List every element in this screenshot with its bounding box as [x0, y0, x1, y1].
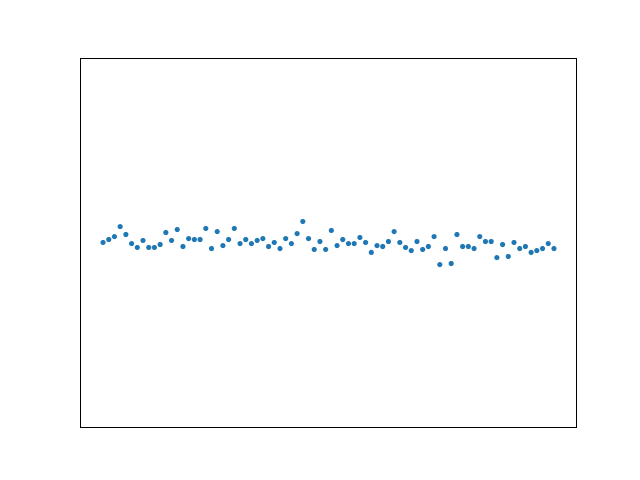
point [323, 246, 329, 253]
point [345, 240, 352, 247]
point [454, 231, 460, 238]
point [140, 237, 146, 244]
point [488, 238, 494, 245]
point [163, 229, 169, 236]
point [482, 238, 489, 245]
point [437, 261, 443, 268]
point [374, 242, 380, 249]
point [505, 253, 511, 260]
point [448, 260, 454, 267]
point [385, 238, 392, 245]
point [460, 243, 466, 250]
point [248, 240, 255, 247]
point [511, 239, 517, 246]
point [277, 245, 283, 252]
point [203, 225, 209, 232]
point [340, 236, 346, 243]
point [254, 237, 260, 244]
point [368, 249, 374, 256]
point [226, 236, 232, 243]
point [305, 235, 312, 242]
point [220, 242, 226, 249]
point [294, 230, 300, 237]
point [528, 249, 534, 256]
point [283, 235, 289, 242]
point [402, 244, 409, 251]
point [334, 242, 340, 249]
point [471, 245, 477, 252]
point [243, 236, 249, 243]
point [111, 233, 118, 240]
point [208, 245, 215, 252]
point [271, 239, 277, 246]
point [191, 236, 197, 243]
point [117, 223, 123, 230]
point [128, 240, 135, 247]
point [174, 226, 180, 233]
point [357, 234, 363, 241]
point [494, 254, 500, 261]
point [214, 228, 220, 235]
point [517, 245, 523, 252]
point [311, 246, 317, 253]
point [545, 240, 551, 247]
point [180, 243, 186, 250]
point [522, 243, 529, 250]
point [146, 244, 152, 251]
point [186, 235, 192, 242]
point [408, 247, 414, 254]
point [420, 246, 426, 253]
point [197, 236, 203, 243]
point [414, 238, 420, 245]
points [100, 218, 557, 268]
point [265, 243, 272, 250]
point [157, 241, 163, 248]
point [431, 233, 437, 240]
point [328, 227, 334, 234]
point [391, 228, 397, 235]
point [151, 244, 158, 251]
point [465, 243, 471, 250]
point [499, 241, 506, 248]
point [551, 245, 557, 252]
point [425, 243, 431, 250]
axes-frame [80, 58, 577, 428]
point [380, 243, 386, 250]
point [168, 237, 175, 244]
point [237, 240, 243, 247]
point [231, 225, 237, 232]
point [317, 238, 323, 245]
point [106, 236, 112, 243]
point [300, 218, 306, 225]
point [351, 240, 357, 247]
point [539, 245, 546, 252]
point [100, 239, 106, 246]
point [477, 233, 483, 240]
point [442, 245, 449, 252]
point [363, 239, 369, 246]
point [397, 239, 403, 246]
point [134, 244, 140, 251]
point [123, 231, 129, 238]
point [534, 247, 540, 254]
point [288, 240, 294, 247]
point [260, 235, 266, 242]
